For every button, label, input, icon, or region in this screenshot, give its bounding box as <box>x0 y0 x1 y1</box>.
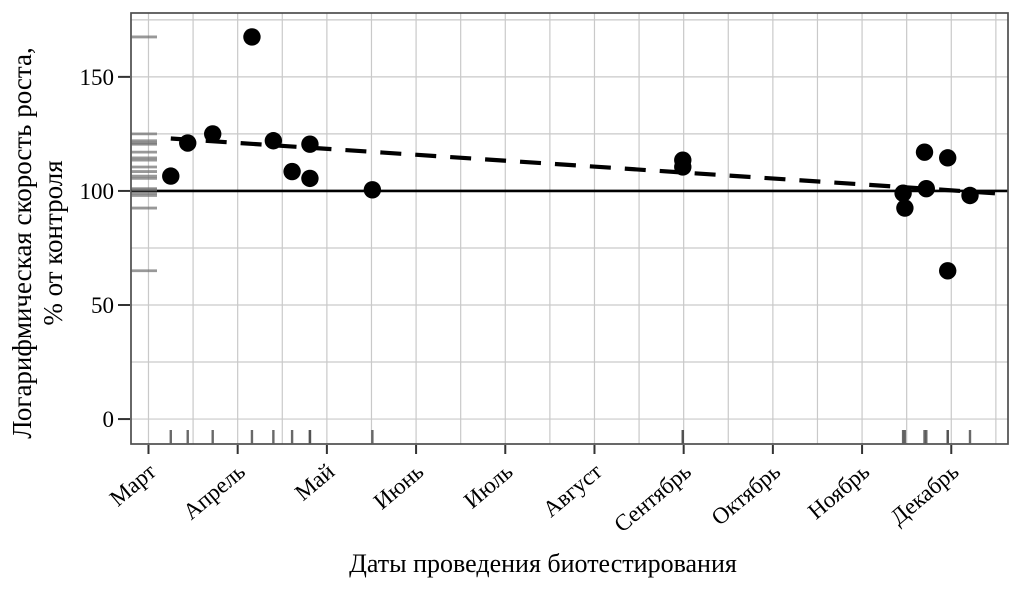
data-point <box>179 134 197 152</box>
data-point <box>363 181 382 199</box>
x-tick-label: Апрель <box>178 459 250 525</box>
x-tick-label: Май <box>290 459 339 506</box>
x-axis-title: Даты проведения биотестирования <box>349 549 737 578</box>
x-tick-label: Июнь <box>369 459 428 515</box>
data-point <box>264 132 283 150</box>
data-point <box>162 167 180 185</box>
x-tick-label: Ноябрь <box>803 459 874 524</box>
data-point <box>896 199 914 217</box>
y-tick-label: 150 <box>80 65 115 90</box>
x-tick-label: Июль <box>459 459 517 514</box>
panel-border <box>130 12 1009 445</box>
data-point <box>894 184 912 202</box>
data-point <box>674 158 692 176</box>
data-point <box>915 143 934 161</box>
data-point <box>283 162 301 181</box>
data-point <box>939 149 957 167</box>
x-tick-label: Октябрь <box>707 459 786 531</box>
x-tick-label: Сентябрь <box>609 459 696 537</box>
y-tick-label: 0 <box>103 407 115 432</box>
y-axis-title-line1: Логарифмическая скорость роста, <box>7 47 37 439</box>
y-axis-title: Логарифмическая скорость роста, % от кон… <box>7 47 69 439</box>
data-point <box>939 262 957 280</box>
data-point <box>301 135 319 153</box>
x-tick-label: Март <box>105 459 161 512</box>
x-tick-label: Декабрь <box>885 459 963 530</box>
y-tick-label: 100 <box>80 179 115 204</box>
data-point <box>961 186 979 205</box>
data-point <box>204 125 222 143</box>
data-point <box>917 179 935 198</box>
data-point <box>243 28 261 46</box>
x-tick-label: Август <box>538 459 607 522</box>
y-axis-title-line2: % от контроля <box>38 160 68 326</box>
y-tick-label: 50 <box>91 293 114 318</box>
data-point <box>301 169 319 188</box>
